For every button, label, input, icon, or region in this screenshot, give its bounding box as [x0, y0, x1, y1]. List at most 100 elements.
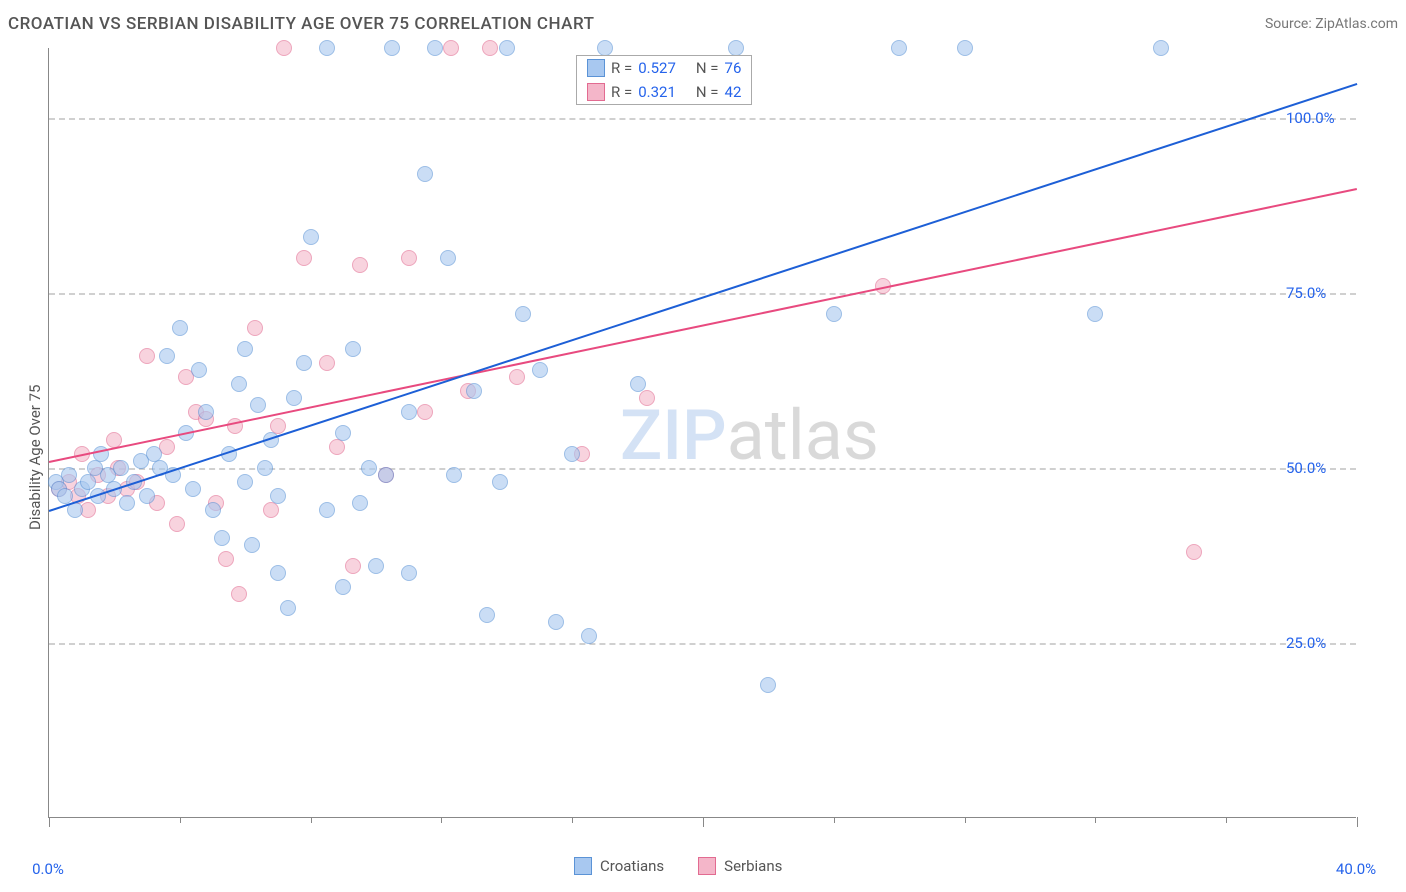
y-tick-label: 25.0% [1286, 634, 1326, 652]
plot-area [48, 48, 1356, 818]
data-point [296, 355, 312, 371]
correlation-legend: R = 0.527 N = 76 R = 0.321 N = 42 [576, 55, 752, 105]
data-point [581, 628, 597, 644]
data-point [319, 355, 335, 371]
data-point [440, 250, 456, 266]
data-point [499, 40, 515, 56]
data-point [630, 376, 646, 392]
serbians-label: Serbians [724, 857, 782, 875]
data-point [247, 320, 263, 336]
data-point [218, 551, 234, 567]
data-point [237, 341, 253, 357]
x-tick [1226, 817, 1227, 823]
serbians-n-value: 42 [725, 83, 742, 101]
data-point [826, 306, 842, 322]
data-point [532, 362, 548, 378]
data-point [597, 40, 613, 56]
croatians-label: Croatians [600, 857, 664, 875]
data-point [270, 565, 286, 581]
r-label: R = [611, 83, 632, 101]
data-point [345, 341, 361, 357]
data-point [361, 460, 377, 476]
legend-item-croatians: Croatians [574, 857, 664, 875]
data-point [482, 40, 498, 56]
data-point [1153, 40, 1169, 56]
data-point [205, 502, 221, 518]
data-point [564, 446, 580, 462]
data-point [417, 404, 433, 420]
data-point [169, 516, 185, 532]
data-point [286, 390, 302, 406]
y-tick-label: 50.0% [1286, 459, 1326, 477]
data-point [548, 614, 564, 630]
x-tick [49, 817, 50, 827]
data-point [368, 558, 384, 574]
data-point [479, 607, 495, 623]
y-tick-label: 100.0% [1286, 109, 1335, 127]
data-point [1186, 544, 1202, 560]
gridline [49, 118, 1356, 120]
data-point [139, 348, 155, 364]
series-legend: Croatians Serbians [574, 857, 782, 875]
x-tick [965, 817, 966, 823]
data-point [401, 565, 417, 581]
data-point [139, 488, 155, 504]
x-tick-label: 0.0% [32, 860, 64, 878]
data-point [198, 404, 214, 420]
data-point [296, 250, 312, 266]
data-point [515, 306, 531, 322]
data-point [191, 362, 207, 378]
data-point [378, 467, 394, 483]
data-point [319, 502, 335, 518]
gridline [49, 468, 1356, 470]
legend-row-croatians: R = 0.527 N = 76 [577, 56, 751, 80]
n-label: N = [696, 59, 719, 77]
chart-container: CROATIAN VS SERBIAN DISABILITY AGE OVER … [0, 0, 1406, 892]
data-point [319, 40, 335, 56]
data-point [760, 677, 776, 693]
data-point [957, 40, 973, 56]
data-point [335, 579, 351, 595]
croatians-swatch-icon [574, 857, 592, 875]
data-point [263, 502, 279, 518]
croatians-n-value: 76 [725, 59, 742, 77]
data-point [244, 537, 260, 553]
data-point [639, 390, 655, 406]
n-label: N = [696, 83, 719, 101]
data-point [214, 530, 230, 546]
serbians-r-value: 0.321 [638, 83, 676, 101]
data-point [427, 40, 443, 56]
chart-title: CROATIAN VS SERBIAN DISABILITY AGE OVER … [8, 14, 594, 34]
data-point [345, 558, 361, 574]
serbians-swatch-icon [698, 857, 716, 875]
data-point [329, 439, 345, 455]
x-tick [1095, 817, 1096, 823]
data-point [270, 488, 286, 504]
data-point [276, 40, 292, 56]
trend-line [49, 83, 1358, 512]
legend-row-serbians: R = 0.321 N = 42 [577, 80, 751, 104]
data-point [280, 600, 296, 616]
serbians-swatch-icon [587, 83, 605, 101]
data-point [891, 40, 907, 56]
data-point [466, 383, 482, 399]
source-label: Source: ZipAtlas.com [1265, 16, 1398, 32]
x-tick [834, 817, 835, 823]
data-point [728, 40, 744, 56]
data-point [1087, 306, 1103, 322]
data-point [335, 425, 351, 441]
data-point [237, 474, 253, 490]
title-bar: CROATIAN VS SERBIAN DISABILITY AGE OVER … [8, 14, 1398, 34]
data-point [80, 474, 96, 490]
data-point [352, 257, 368, 273]
data-point [401, 250, 417, 266]
y-tick-label: 75.0% [1286, 284, 1326, 302]
data-point [401, 404, 417, 420]
r-label: R = [611, 59, 632, 77]
data-point [303, 229, 319, 245]
data-point [119, 495, 135, 511]
x-tick [1357, 817, 1358, 827]
x-tick [441, 817, 442, 823]
data-point [172, 320, 188, 336]
data-point [384, 40, 400, 56]
